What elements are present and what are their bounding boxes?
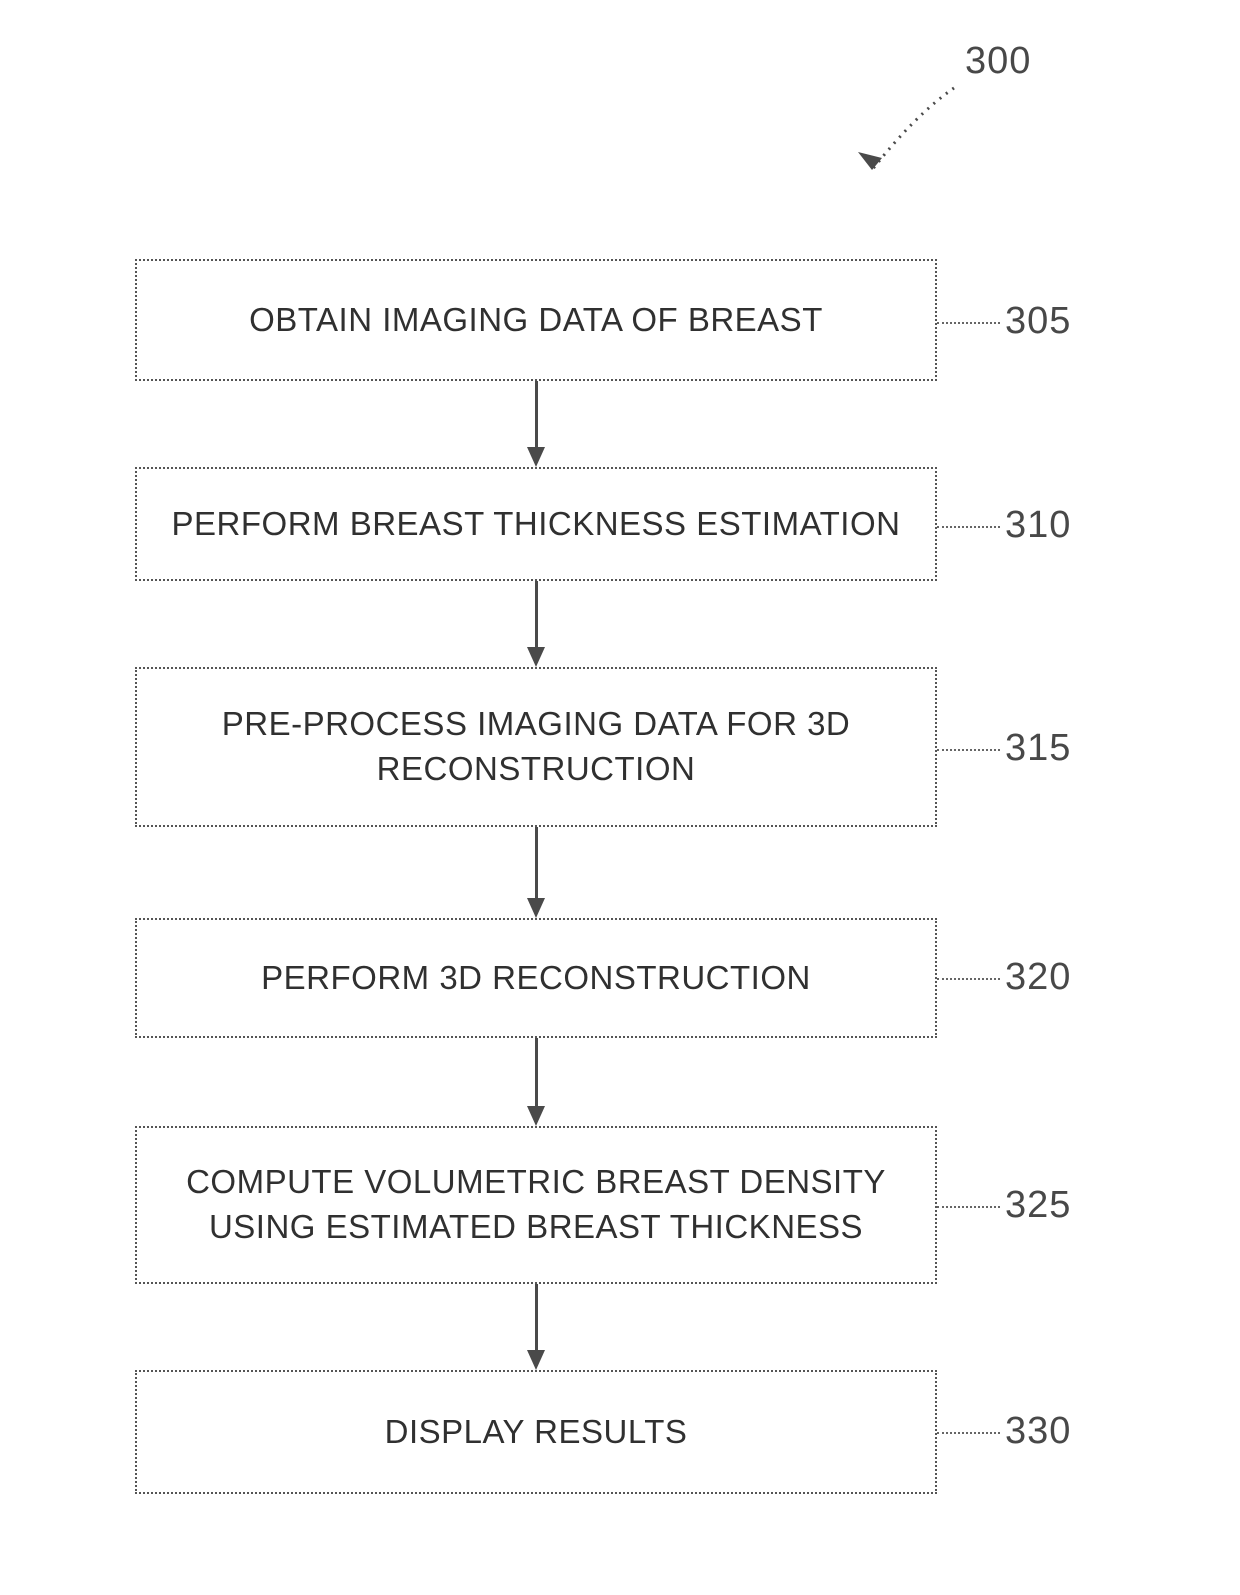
- node-preprocess-3d: PRE-PROCESS IMAGING DATA FOR 3D RECONSTR…: [135, 667, 937, 827]
- leader-330: [937, 1432, 1000, 1434]
- node-obtain-imaging-data: OBTAIN IMAGING DATA OF BREAST: [135, 259, 937, 381]
- node-text: PERFORM BREAST THICKNESS ESTIMATION: [172, 502, 901, 547]
- node-text: PRE-PROCESS IMAGING DATA FOR 3D RECONSTR…: [157, 702, 915, 791]
- arrow-head-icon: [527, 1350, 545, 1370]
- node-text: COMPUTE VOLUMETRIC BREAST DENSITY USING …: [157, 1160, 915, 1249]
- arrow-305-310: [535, 381, 538, 447]
- leader-305: [937, 322, 1000, 324]
- leader-315: [937, 749, 1000, 751]
- node-breast-thickness-estimation: PERFORM BREAST THICKNESS ESTIMATION: [135, 467, 937, 581]
- leader-320: [937, 978, 1000, 980]
- node-text: DISPLAY RESULTS: [385, 1410, 688, 1455]
- ref-315: 315: [1005, 727, 1071, 770]
- arrow-head-icon: [527, 447, 545, 467]
- node-display-results: DISPLAY RESULTS: [135, 1370, 937, 1494]
- arrow-head-icon: [527, 647, 545, 667]
- arrow-325-330: [535, 1284, 538, 1350]
- node-compute-vbd: COMPUTE VOLUMETRIC BREAST DENSITY USING …: [135, 1126, 937, 1284]
- arrow-315-320: [535, 827, 538, 898]
- node-text: OBTAIN IMAGING DATA OF BREAST: [249, 298, 823, 343]
- ref-320: 320: [1005, 956, 1071, 999]
- ref-325: 325: [1005, 1184, 1071, 1227]
- figure-ref-arrow: [0, 0, 1240, 260]
- node-perform-3d-reconstruction: PERFORM 3D RECONSTRUCTION: [135, 918, 937, 1038]
- arrow-310-315: [535, 581, 538, 647]
- arrow-320-325: [535, 1038, 538, 1106]
- leader-325: [937, 1206, 1000, 1208]
- arrow-head-icon: [527, 898, 545, 918]
- ref-310: 310: [1005, 504, 1071, 547]
- ref-305: 305: [1005, 300, 1071, 343]
- leader-310: [937, 526, 1000, 528]
- flowchart-canvas: 300 OBTAIN IMAGING DATA OF BREAST 305 PE…: [0, 0, 1240, 1595]
- arrow-head-icon: [527, 1106, 545, 1126]
- node-text: PERFORM 3D RECONSTRUCTION: [261, 956, 811, 1001]
- ref-330: 330: [1005, 1410, 1071, 1453]
